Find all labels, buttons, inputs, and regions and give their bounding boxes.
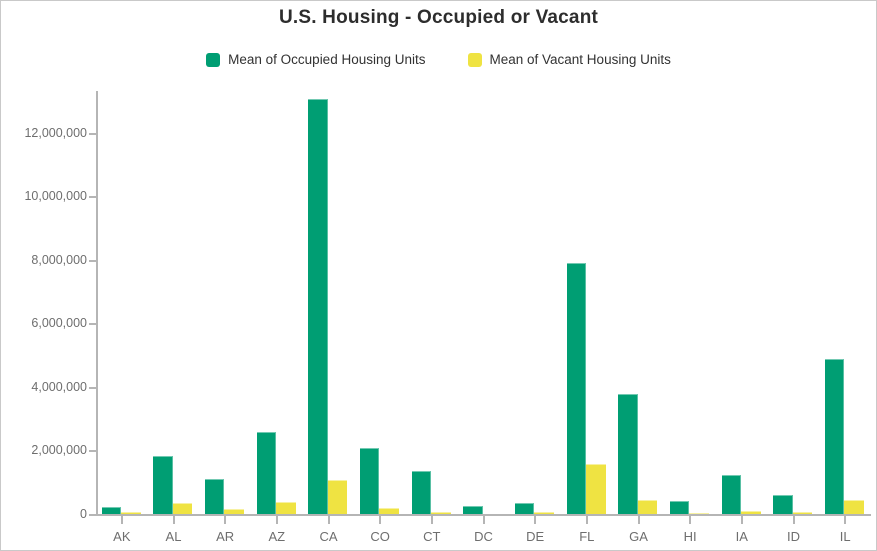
bar-co-occupied[interactable] [359,448,380,515]
bar-al-vacant[interactable] [172,503,193,515]
x-axis-tick [172,516,175,524]
x-axis-label-az: AZ [268,528,286,544]
y-axis-tick [89,323,96,326]
y-axis-tick [89,259,96,262]
x-axis-label-ca: CA [319,528,338,544]
bar-hi-vacant[interactable] [689,512,709,515]
bar-dc-occupied[interactable] [463,505,483,515]
bar-ak-vacant[interactable] [121,512,141,515]
x-axis-label-dc: DC [474,528,493,544]
y-axis-tick-label: 10,000,000 [24,189,87,204]
x-axis-label-de: DE [526,528,545,544]
bar-ia-occupied[interactable] [721,474,741,515]
x-axis-tick [482,516,485,524]
legend-label-vacant: Mean of Vacant Housing Units [489,52,671,67]
x-axis-label-ct: CT [423,528,441,544]
x-axis-label-ga: GA [629,528,648,544]
bar-ar-vacant[interactable] [224,508,244,515]
bar-id-occupied[interactable] [773,494,793,515]
x-axis-label-il: IL [839,528,851,544]
x-axis-label-fl: FL [579,528,595,544]
x-axis-tick [792,516,795,524]
bar-ct-vacant[interactable] [431,511,451,515]
y-axis-tick [89,196,96,199]
x-axis-label-co: CO [370,528,390,544]
bar-fl-vacant[interactable] [586,463,606,515]
vacant-swatch-icon [467,52,482,67]
bar-ak-occupied[interactable] [101,507,121,515]
chart-legend: Mean of Occupied Housing Units Mean of V… [1,52,876,67]
bar-ca-occupied[interactable] [308,98,328,515]
x-axis-tick [120,516,123,524]
y-axis-tick-label: 6,000,000 [31,316,87,331]
x-axis-tick [275,516,278,524]
bar-ga-occupied[interactable] [618,393,638,515]
x-axis-tick [740,516,743,524]
legend-item-vacant[interactable]: Mean of Vacant Housing Units [467,52,671,67]
bar-az-vacant[interactable] [276,502,296,515]
bar-id-vacant[interactable] [792,512,813,515]
y-axis-tick [89,450,96,453]
bar-de-vacant[interactable] [534,512,554,515]
x-axis-tick [585,516,588,524]
y-axis-tick [89,513,96,516]
x-axis-tick [430,516,433,524]
x-axis-tick [637,516,640,524]
y-axis-tick-label: 0 [80,506,87,521]
bar-fl-occupied[interactable] [566,263,586,515]
bar-hi-occupied[interactable] [669,500,690,515]
x-axis-tick [844,516,847,524]
bar-al-occupied[interactable] [153,455,173,515]
legend-item-occupied[interactable]: Mean of Occupied Housing Units [206,52,426,67]
x-axis-tick [224,516,227,524]
x-axis-label-ia: IA [735,528,748,544]
y-axis-tick [89,386,96,389]
y-axis-tick-label: 12,000,000 [24,125,87,140]
bar-il-vacant[interactable] [844,499,864,515]
x-axis-label-ar: AR [216,528,235,544]
bar-ia-vacant[interactable] [741,510,761,515]
y-axis-tick-label: 4,000,000 [31,379,87,394]
bar-ct-occupied[interactable] [411,471,431,515]
x-axis-label-al: AL [165,528,182,544]
occupied-swatch-icon [206,52,221,67]
bar-il-occupied[interactable] [824,359,845,515]
bar-ar-occupied[interactable] [204,478,225,515]
x-axis-label-id: ID [787,528,800,544]
chart-title: U.S. Housing - Occupied or Vacant [278,7,599,28]
y-axis-tick-label: 8,000,000 [31,252,87,267]
bar-ga-vacant[interactable] [637,499,658,515]
bar-co-vacant[interactable] [379,508,399,515]
bar-az-occupied[interactable] [256,432,276,515]
x-axis-tick [379,516,382,524]
x-axis-tick [327,516,330,524]
y-axis-tick-label: 2,000,000 [31,443,87,458]
y-axis-line [96,91,98,515]
x-axis-tick [689,516,692,524]
x-axis-label-ak: AK [113,528,131,544]
y-axis-tick [89,132,96,135]
x-axis-label-hi: HI [683,528,697,544]
legend-label-occupied: Mean of Occupied Housing Units [228,52,426,67]
x-axis-tick [534,516,537,524]
x-axis-line [96,514,871,516]
bar-ca-vacant[interactable] [327,480,348,515]
bar-de-occupied[interactable] [514,503,535,515]
